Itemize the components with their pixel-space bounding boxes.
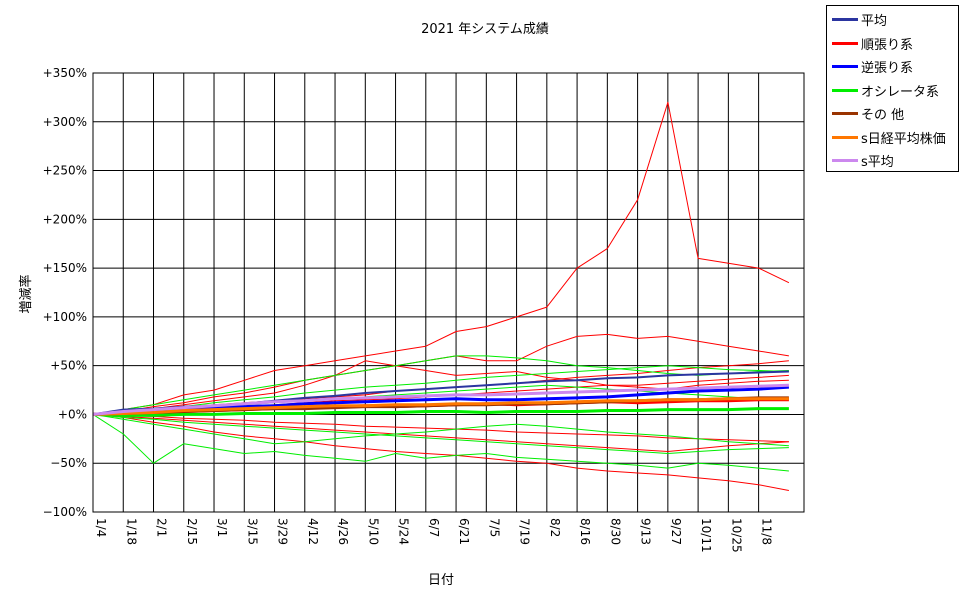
legend-label: s日経平均株価	[861, 131, 946, 147]
grid	[92, 72, 804, 513]
legend-item: s日経平均株価	[827, 126, 958, 150]
y-axis-label: 増減率	[18, 274, 34, 313]
legend-item: 平均	[827, 8, 958, 32]
legend-item: s平均	[827, 149, 958, 173]
y-tick-label: +0%	[58, 407, 87, 421]
legend-label: 順張り系	[861, 37, 914, 53]
legend: 平均 順張り系 逆張り系 オシレータ系 その 他 s日経平均株価 s平均	[826, 5, 959, 172]
x-tick-label: 9/27	[669, 518, 683, 545]
y-tick-label: −100%	[43, 505, 87, 519]
x-tick-label: 8/30	[608, 518, 622, 545]
series-line-6	[92, 383, 789, 416]
x-tick-label: 1/18	[124, 518, 138, 545]
x-tick-label: 8/2	[548, 518, 562, 537]
legend-label: オシレータ系	[861, 84, 940, 100]
y-tick-label: +300%	[43, 115, 87, 129]
x-tick-label: 2/15	[185, 518, 199, 545]
x-tick-label: 3/29	[276, 518, 290, 545]
x-tick-label: 6/21	[457, 518, 471, 545]
legend-swatch	[832, 135, 858, 139]
x-tick-label: 7/5	[487, 518, 501, 537]
x-tick-label: 7/19	[518, 518, 532, 545]
x-tick-label: 2/1	[155, 518, 169, 537]
x-tick-label: 11/8	[760, 518, 774, 545]
system-line	[92, 365, 789, 415]
y-tick-label: +250%	[43, 164, 87, 178]
x-tick-label: 3/15	[245, 518, 259, 545]
legend-swatch	[832, 65, 858, 69]
x-tick-label: 4/26	[336, 518, 350, 545]
x-tick-label: 9/13	[639, 518, 653, 545]
legend-swatch	[832, 159, 858, 163]
legend-label: 平均	[861, 14, 888, 30]
system-line	[92, 413, 789, 454]
system-line	[92, 413, 789, 447]
legend-item: その 他	[827, 102, 958, 126]
legend-label: その 他	[861, 108, 905, 124]
system-line	[92, 413, 789, 452]
legend-item: オシレータ系	[827, 79, 958, 103]
legend-swatch	[832, 88, 858, 92]
series-line-2	[92, 385, 789, 416]
x-tick-label: 6/7	[427, 518, 441, 537]
y-tick-label: +100%	[43, 310, 87, 324]
y-tick-labels: +350% +300% +250% +200% +150% +100% +50% +0% −50…	[43, 66, 87, 519]
y-tick-label: +200%	[43, 212, 87, 226]
legend-swatch	[832, 18, 858, 22]
x-tick-label: 4/12	[306, 518, 320, 545]
system-line	[92, 355, 789, 415]
x-axis-label: 日付	[428, 573, 454, 588]
system-line	[92, 101, 790, 415]
system-line	[92, 413, 789, 472]
legend-label: 逆張り系	[861, 61, 914, 77]
x-tick-label: 5/24	[397, 518, 411, 545]
series-line-3	[92, 407, 789, 417]
x-tick-label: 3/1	[215, 518, 229, 537]
system-line	[92, 413, 789, 443]
series-line-5	[92, 397, 789, 416]
x-tick-label: 1/4	[94, 518, 108, 537]
system-line	[92, 413, 789, 491]
legend-swatch	[832, 41, 858, 45]
x-tick-label: 8/16	[578, 518, 592, 545]
y-tick-label: +50%	[50, 359, 87, 373]
x-tick-label: 5/10	[366, 518, 380, 545]
y-tick-label: +350%	[43, 66, 87, 80]
plot-frame	[92, 72, 805, 513]
y-tick-label: +150%	[43, 261, 87, 275]
x-tick-label: 10/11	[699, 518, 713, 553]
series-layer	[92, 101, 790, 491]
x-tick-label: 10/25	[729, 518, 743, 553]
legend-item: 順張り系	[827, 32, 958, 56]
legend-swatch	[832, 112, 858, 116]
chart-title: 2021 年システム成績	[421, 22, 549, 37]
y-tick-label: −50%	[50, 456, 87, 470]
legend-item: 逆張り系	[827, 55, 958, 79]
legend-label: s平均	[861, 155, 894, 171]
x-tick-labels: 1/4 1/18 2/1 2/15 3/1 3/15 3/29 4/12 4/26 5/10 5/2…	[94, 518, 774, 553]
